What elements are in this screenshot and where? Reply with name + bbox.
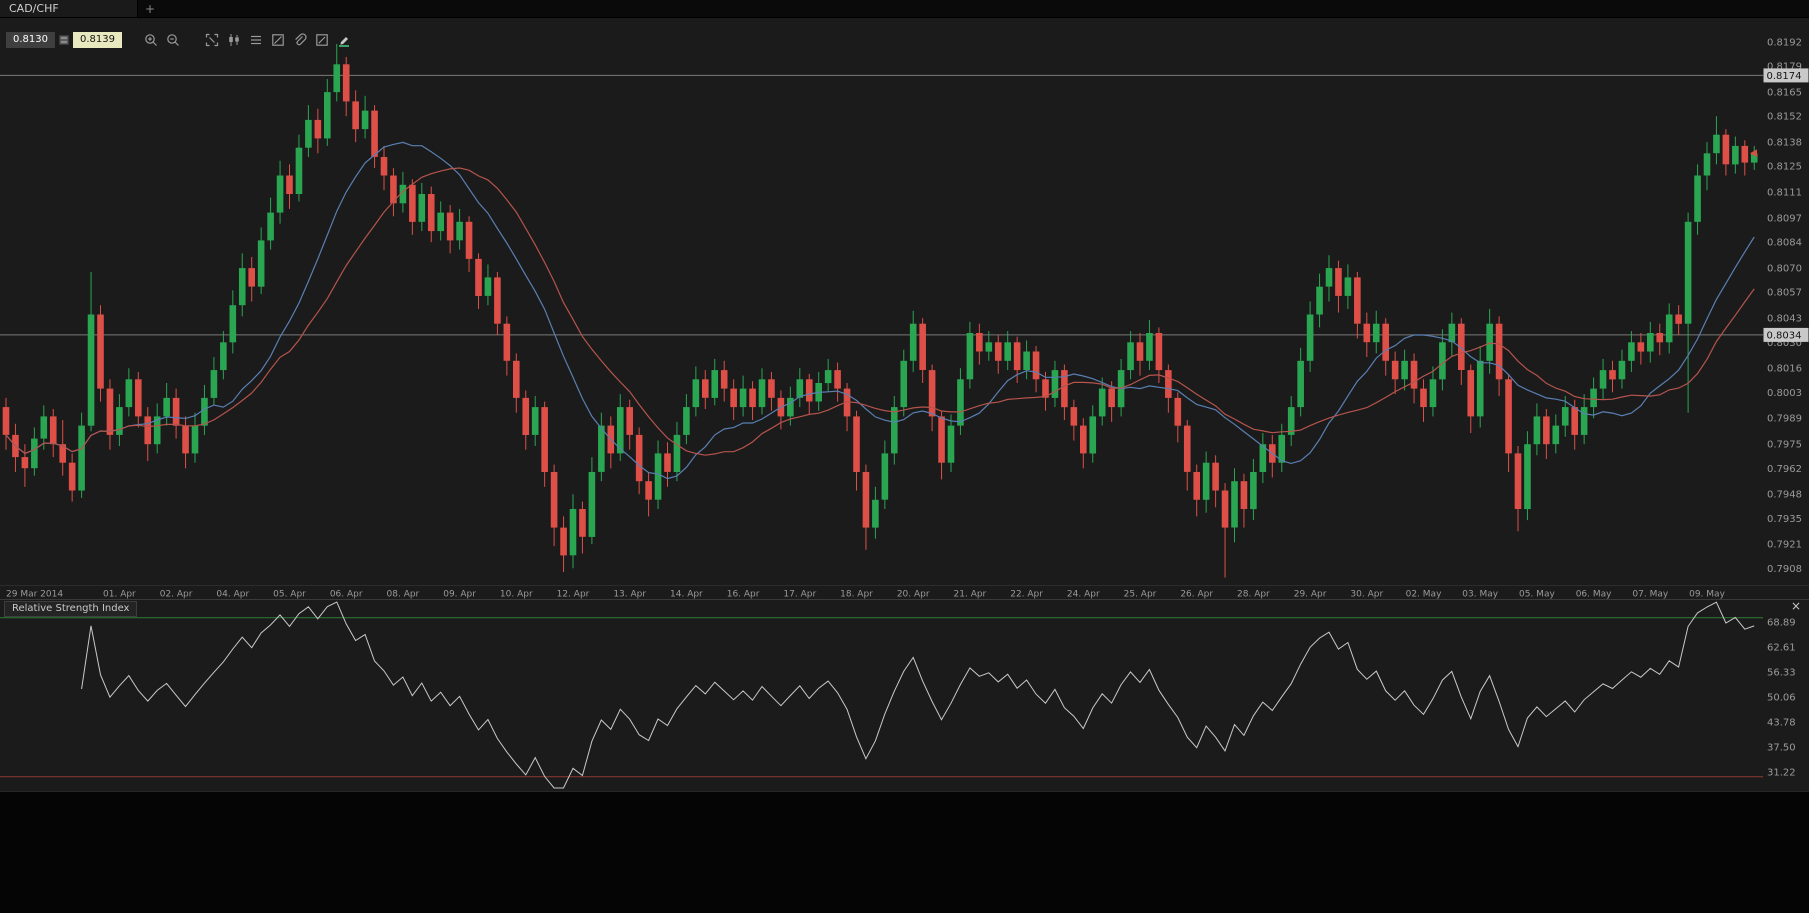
indicator-list-icon[interactable] [247,30,266,49]
rsi-close-button[interactable]: × [1790,599,1801,613]
price-tick-label: 0.8003 [1767,388,1802,399]
last-price-marker [1750,149,1757,158]
date-tick-label: 13. Apr [613,590,646,600]
rsi-background [0,599,1809,791]
date-tick-label: 07. May [1632,590,1668,600]
date-tick-label: 25. Apr [1124,590,1157,600]
date-tick-label: 29 Mar 2014 [6,590,63,600]
price-level-badge [1763,327,1809,342]
date-tick-label: 29. Apr [1294,590,1327,600]
date-tick-label: 04. Apr [216,590,249,600]
marker-icon[interactable] [335,30,354,49]
price-tick-label: 0.8125 [1767,162,1802,173]
date-tick-label: 18. Apr [840,590,873,600]
price-tick-label: 0.7921 [1767,540,1802,551]
rsi-tick-label: 37.50 [1767,742,1796,753]
main-price-chart[interactable]: 0.8192 0.8179 0.8165 0.8152 0.8138 0.8125 0.81… [0,18,1809,599]
price-tick-label: 0.8138 [1767,138,1802,149]
collapsed-panel-area [0,791,1809,913]
date-tick-label: 21. Apr [954,590,987,600]
price-level-badge-label: 0.8174 [1767,71,1802,82]
date-tick-label: 30. Apr [1350,590,1383,600]
price-tick-label: 0.8070 [1767,264,1802,275]
rsi-tick-label: 56.33 [1767,668,1796,679]
ma-slow-line[interactable] [5,167,1755,456]
buy-button[interactable]: 0.8139 [73,31,122,48]
date-tick-label: 02. May [1406,590,1442,600]
date-tick-label: 06. May [1576,590,1612,600]
price-level-badge [1763,68,1809,83]
price-tick-label: 0.7989 [1767,414,1802,425]
date-tick-label: 24. Apr [1067,590,1100,600]
date-tick-label: 17. Apr [783,590,816,600]
chart-background [0,18,1809,599]
date-tick-label: 20. Apr [897,590,930,600]
price-tick-label: 0.8192 [1767,38,1802,49]
date-tick-label: 09. Apr [443,590,476,600]
rsi-tick-label: 31.22 [1767,767,1796,778]
date-tick-label: 01. Apr [103,590,136,600]
price-tick-label: 0.8057 [1767,288,1802,299]
date-tick-label: 05. Apr [273,590,306,600]
date-tick-label: 08. Apr [387,590,420,600]
date-tick-label: 05. May [1519,590,1555,600]
rsi-line[interactable] [81,601,1755,789]
rsi-tick-label: 43.78 [1767,717,1796,728]
date-tick-label: 12. Apr [557,590,590,600]
date-tick-label: 26. Apr [1180,590,1213,600]
ma-fast-line[interactable] [5,141,1755,480]
chart-type-icon[interactable] [225,30,244,49]
tab-bar: CAD/CHF + [0,0,1809,18]
attach-icon[interactable] [291,30,310,49]
tab-title: CAD/CHF [9,2,59,15]
price-tick-label: 0.8016 [1767,364,1802,375]
price-tick-label: 0.7962 [1767,464,1802,475]
price-tick-label: 0.7935 [1767,514,1802,525]
price-tick-label: 0.7975 [1767,440,1802,451]
price-tick-label: 0.8043 [1767,314,1802,325]
zoom-out-icon[interactable] [164,30,183,49]
date-tick-label: 14. Apr [670,590,703,600]
zoom-in-icon[interactable] [142,30,161,49]
price-tick-label: 0.8097 [1767,214,1802,225]
fit-chart-icon[interactable] [203,30,222,49]
date-tick-label: 28. Apr [1237,590,1270,600]
date-tick-label: 06. Apr [330,590,363,600]
sell-button[interactable]: 0.8130 [6,31,55,48]
price-tick-label: 0.7908 [1767,564,1802,575]
price-tick-label: 0.8030 [1767,338,1802,349]
rsi-panel-title[interactable]: Relative Strength Index [4,601,138,617]
chart-settings-icon[interactable] [269,30,288,49]
price-tick-label: 0.8165 [1767,88,1802,99]
price-tick-label: 0.8179 [1767,62,1802,73]
date-tick-label: 16. Apr [727,590,760,600]
date-tick-label: 02. Apr [160,590,193,600]
date-tick-label: 09. May [1689,590,1725,600]
rsi-chart[interactable]: 68.89 62.61 56.33 50.06 43.78 37.50 31.22 [0,599,1809,791]
rsi-tick-label: 62.61 [1767,643,1796,654]
quote-settings-icon[interactable] [58,34,70,46]
price-tick-label: 0.7948 [1767,490,1802,501]
date-tick-label: 10. Apr [500,590,533,600]
price-level-badge-label: 0.8034 [1767,330,1802,341]
candlestick-series[interactable] [2,43,1758,578]
rsi-tick-label: 68.89 [1767,618,1796,629]
chart-toolbar: 0.8130 0.8139 [6,30,354,49]
price-tick-label: 0.8152 [1767,112,1802,123]
rsi-tick-label: 50.06 [1767,692,1796,703]
date-tick-label: 22. Apr [1010,590,1043,600]
price-tick-label: 0.8111 [1767,188,1802,199]
date-tick-label: 03. May [1462,590,1498,600]
tab-cadchf[interactable]: CAD/CHF [0,0,138,17]
price-tick-label: 0.8084 [1767,238,1802,249]
add-tab-button[interactable]: + [138,0,162,17]
draw-icon[interactable] [313,30,332,49]
